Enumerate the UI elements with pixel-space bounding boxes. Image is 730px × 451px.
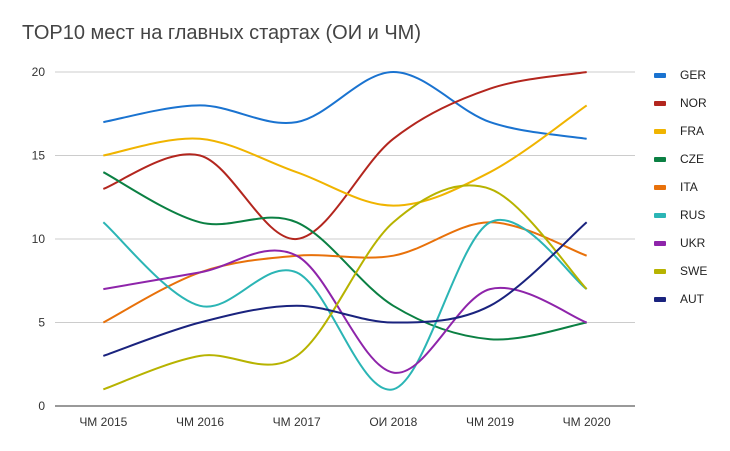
legend-item-rus: RUS <box>654 206 707 224</box>
legend-label: ITA <box>680 180 698 194</box>
legend-swatch <box>654 128 666 134</box>
series-line-nor <box>102 71 587 241</box>
legend-label: RUS <box>680 208 706 222</box>
legend-swatch <box>654 100 666 106</box>
legend-item-ger: GER <box>654 66 707 84</box>
y-tick-label: 15 <box>32 149 46 163</box>
y-tick-label: 0 <box>38 399 45 413</box>
legend-swatch <box>654 296 666 302</box>
y-tick-label: 5 <box>38 316 45 330</box>
legend-swatch <box>654 268 666 274</box>
x-tick-label: ЧМ 2017 <box>273 415 321 429</box>
x-tick-label: ЧМ 2016 <box>176 415 224 429</box>
y-axis-ticks: 0 5 10 15 20 <box>32 65 46 413</box>
series-line-ger <box>103 70 587 140</box>
series-line-ita <box>102 221 587 324</box>
legend-swatch <box>654 212 666 218</box>
legend: GER NOR FRA CZE ITA RUS UKR SWE AUT <box>654 66 707 318</box>
series-line-swe <box>103 184 588 391</box>
legend-label: AUT <box>680 292 704 306</box>
legend-swatch <box>654 240 666 246</box>
legend-swatch <box>654 184 666 190</box>
legend-item-cze: CZE <box>654 150 707 168</box>
series-line-ukr <box>103 249 588 374</box>
legend-label: UKR <box>680 236 706 250</box>
legend-label: SWE <box>680 264 708 278</box>
x-tick-label: ЧМ 2015 <box>79 415 127 429</box>
series-line-rus <box>102 218 588 391</box>
legend-item-aut: AUT <box>654 290 707 308</box>
series-lines <box>102 70 588 391</box>
legend-item-ukr: UKR <box>654 234 707 252</box>
legend-swatch <box>654 156 666 162</box>
x-tick-label: ЧМ 2019 <box>466 415 514 429</box>
y-tick-label: 10 <box>32 232 46 246</box>
x-axis-ticks: ЧМ 2015 ЧМ 2016 ЧМ 2017 ОИ 2018 ЧМ 2019 ЧМ 20… <box>79 415 611 429</box>
series-line-aut <box>103 221 588 357</box>
chart-title: TOP10 мест на главных стартах (ОИ и ЧМ) <box>22 22 422 44</box>
series-line-cze <box>102 171 587 341</box>
legend-label: CZE <box>680 152 704 166</box>
legend-item-nor: NOR <box>654 94 707 112</box>
legend-label: NOR <box>680 96 707 110</box>
legend-item-ita: ITA <box>654 178 707 196</box>
x-tick-label: ЧМ 2020 <box>563 415 611 429</box>
legend-item-fra: FRA <box>654 122 707 140</box>
x-tick-label: ОИ 2018 <box>369 415 417 429</box>
series-line-fra <box>103 104 588 207</box>
legend-label: FRA <box>680 124 704 138</box>
y-tick-label: 20 <box>32 65 46 79</box>
legend-item-swe: SWE <box>654 262 707 280</box>
legend-swatch <box>654 72 666 78</box>
legend-label: GER <box>680 68 707 82</box>
